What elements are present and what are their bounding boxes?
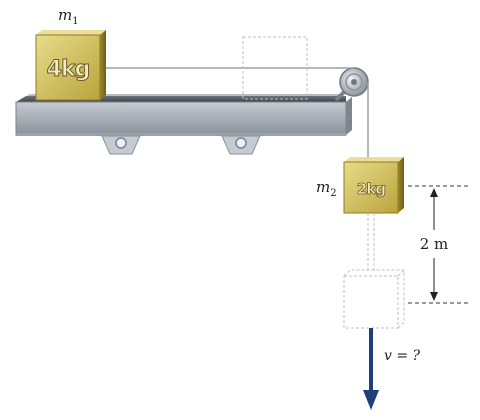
m1-subscript: 1 (72, 16, 78, 27)
block-m1-label: 4kg (47, 57, 90, 82)
table-bracket-right (221, 135, 261, 155)
ghost-block-m1 (242, 36, 308, 100)
block-m2-label: 2kg (357, 180, 385, 198)
ghost-string (367, 213, 375, 272)
m2-symbol: m2 (316, 178, 337, 199)
pulley (334, 67, 369, 102)
table-bracket-left (101, 135, 141, 155)
m1-symbol: m1 (58, 6, 79, 27)
velocity-arrow (363, 328, 379, 410)
m2-subscript: 2 (330, 188, 336, 199)
block-m1: 4kg (35, 30, 106, 101)
block-m2: 2kg (343, 157, 404, 214)
ghost-block-m2 (343, 269, 405, 329)
distance-label: 2 m (420, 235, 449, 253)
m2-name: m (316, 178, 330, 196)
velocity-label: v = ? (384, 348, 421, 364)
distance-dimension: 2 m (408, 185, 468, 304)
m1-name: m (58, 6, 72, 24)
